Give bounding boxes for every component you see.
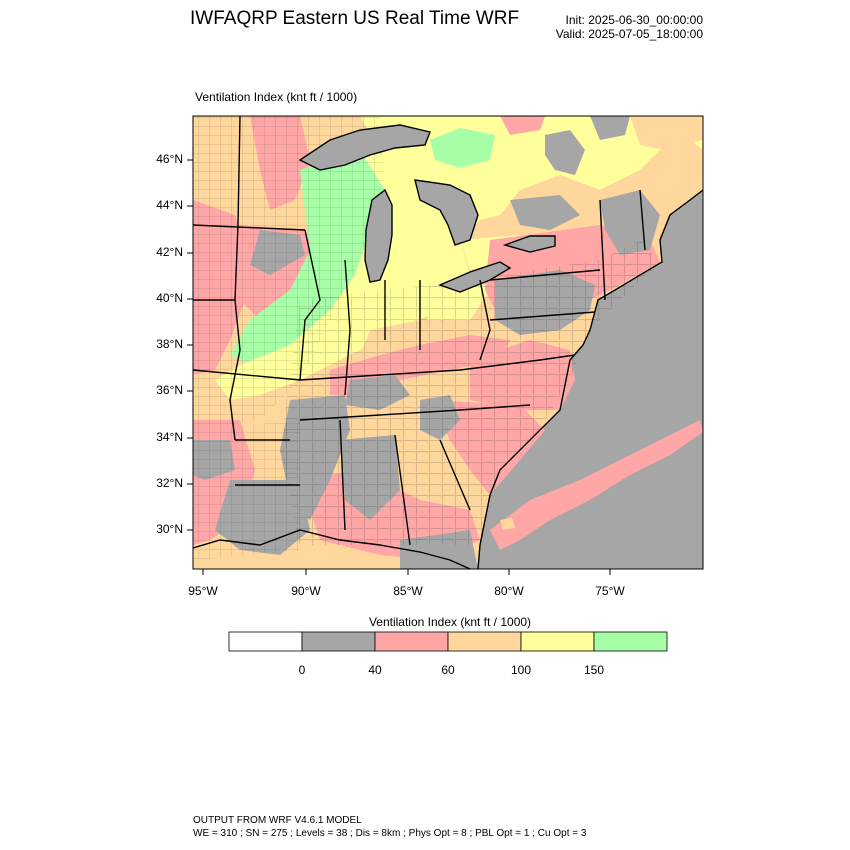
- lon-label-85: 85°W: [393, 584, 423, 598]
- lat-label-36: 36°N: [156, 383, 183, 397]
- colorbar-bin-lt0: [228, 631, 303, 652]
- offshore-peach-dot: [500, 518, 515, 530]
- lat-label-42: 42°N: [156, 245, 183, 259]
- colorbar-bin-0-40: [301, 631, 376, 652]
- lon-label-95: 95°W: [188, 584, 218, 598]
- lake-erie: [438, 261, 512, 293]
- colorbar-tick-40: 40: [368, 663, 382, 677]
- colorbar-bin-100-150: [520, 631, 595, 652]
- footer-model-line: OUTPUT FROM WRF V4.6.1 MODEL: [193, 815, 362, 826]
- colorbar-tick-150: 150: [583, 663, 605, 677]
- valid-time: Valid: 2025-07-05_18:00:00: [555, 27, 703, 41]
- offshore-pink: [490, 420, 703, 550]
- lat-label-34: 34°N: [156, 430, 183, 444]
- lake-ontario: [502, 235, 556, 253]
- field-title: Ventilation Index (knt ft / 1000): [195, 90, 358, 104]
- init-time: Init: 2025-06-30_00:00:00: [565, 13, 703, 27]
- canada-gray-2: [590, 116, 630, 140]
- canada-peach: [630, 116, 703, 150]
- yellow-band-mich: [385, 195, 460, 280]
- canada-gray-1: [545, 130, 585, 175]
- lat-label-44: 44°N: [156, 198, 183, 212]
- lat-label-38: 38°N: [156, 337, 183, 351]
- colorbar: [228, 631, 668, 652]
- colorbar-bin-60-100: [447, 631, 522, 652]
- map-area: [193, 116, 703, 569]
- lat-label-30: 30°N: [156, 522, 183, 536]
- axis-ticks: [187, 159, 611, 575]
- footer-config-line: WE = 310 ; SN = 275 ; Levels = 38 ; Dis …: [193, 828, 587, 839]
- lon-label-80: 80°W: [494, 584, 524, 598]
- colorbar-bin-40-60: [374, 631, 449, 652]
- canada-pink: [500, 116, 545, 135]
- colorbar-tick-100: 100: [510, 663, 532, 677]
- lon-label-90: 90°W: [291, 584, 321, 598]
- gray-ne-1: [600, 190, 660, 255]
- state-borders: [193, 116, 646, 546]
- lon-label-75: 75°W: [595, 584, 625, 598]
- colorbar-bin-gt150: [593, 631, 668, 652]
- lake-huron: [414, 179, 479, 246]
- gulf-coast: [193, 529, 471, 569]
- colorbar-title: Ventilation Index (knt ft / 1000): [368, 615, 532, 629]
- map-frame: [192, 115, 704, 570]
- lake-superior: [298, 124, 431, 171]
- lat-label-46: 46°N: [156, 152, 183, 166]
- lat-label-40: 40°N: [156, 291, 183, 305]
- lat-label-32: 32°N: [156, 476, 183, 490]
- canada-gray-3: [510, 195, 580, 230]
- colorbar-tick-60: 60: [441, 663, 455, 677]
- canada-green-patch: [430, 128, 495, 168]
- coastline: [477, 189, 703, 569]
- colorbar-tick-0: 0: [298, 663, 306, 677]
- main-title: IWFAQRP Eastern US Real Time WRF: [190, 8, 520, 29]
- lake-michigan: [364, 188, 393, 283]
